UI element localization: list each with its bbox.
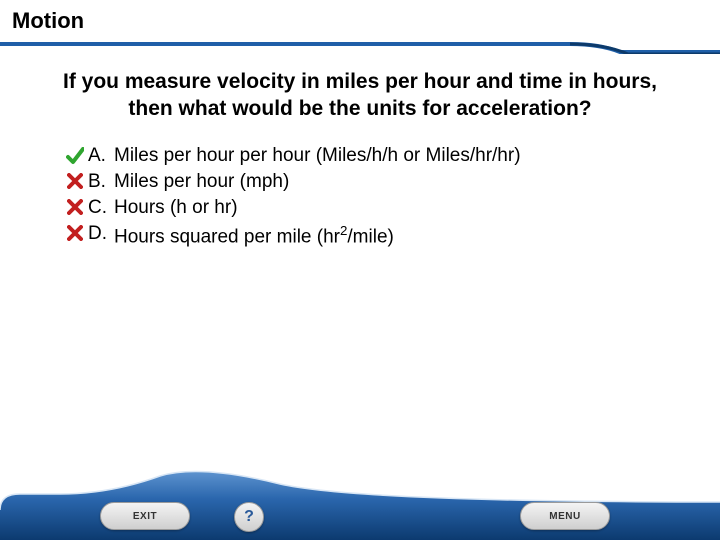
answer-text: Miles per hour (mph) xyxy=(114,171,664,193)
footer-buttons: EXIT ? MENU xyxy=(0,502,720,532)
exit-label: EXIT xyxy=(133,511,157,522)
menu-label: MENU xyxy=(549,511,580,522)
question-text: If you measure velocity in miles per hou… xyxy=(56,68,664,123)
content-area: If you measure velocity in miles per hou… xyxy=(0,44,720,248)
cross-icon xyxy=(62,223,88,241)
answer-letter: A. xyxy=(88,145,114,167)
help-icon: ? xyxy=(244,508,254,526)
cross-icon xyxy=(62,171,88,189)
answer-letter: C. xyxy=(88,197,114,219)
help-button[interactable]: ? xyxy=(234,502,264,532)
answer-text: Hours squared per mile (hr2/mile) xyxy=(114,223,664,248)
answer-row: C. Hours (h or hr) xyxy=(62,197,664,219)
answer-text: Hours (h or hr) xyxy=(114,197,664,219)
check-icon xyxy=(62,145,88,165)
answer-letter: D. xyxy=(88,223,114,245)
header: Motion xyxy=(0,0,720,44)
answer-row: D. Hours squared per mile (hr2/mile) xyxy=(62,223,664,248)
exit-button[interactable]: EXIT xyxy=(100,502,190,530)
answer-row: B. Miles per hour (mph) xyxy=(62,171,664,193)
page-title: Motion xyxy=(0,0,720,34)
header-underline-decoration xyxy=(0,42,720,54)
answer-text: Miles per hour per hour (Miles/h/h or Mi… xyxy=(114,145,664,167)
answer-letter: B. xyxy=(88,171,114,193)
answer-row: A. Miles per hour per hour (Miles/h/h or… xyxy=(62,145,664,167)
answer-list: A. Miles per hour per hour (Miles/h/h or… xyxy=(56,145,664,248)
footer-left-group: EXIT ? xyxy=(100,502,264,532)
menu-button[interactable]: MENU xyxy=(520,502,610,530)
cross-icon xyxy=(62,197,88,215)
